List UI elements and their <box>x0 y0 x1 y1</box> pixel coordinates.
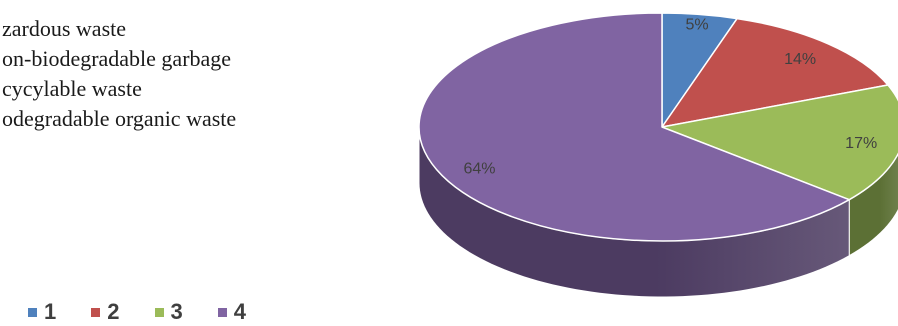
category-description-item: odegradable organic waste <box>0 104 236 134</box>
pie-slice-2 <box>661 17 889 128</box>
legend-swatch <box>91 307 101 317</box>
category-description-text: on-biodegradable garbage <box>2 46 232 71</box>
category-description-item: zardous waste <box>0 14 236 44</box>
legend-label: 3 <box>170 299 183 324</box>
data-label: 14% <box>784 51 816 68</box>
legend-swatch <box>217 307 227 317</box>
category-description-list: zardous waste on-biodegradable garbage c… <box>0 14 236 134</box>
legend-swatch <box>28 307 37 317</box>
category-description-item: on-biodegradable garbage <box>0 44 236 74</box>
legend-item-3: 3 <box>154 299 183 325</box>
legend-label: 2 <box>107 299 120 324</box>
data-label: 17% <box>845 135 877 152</box>
legend-label: 1 <box>44 299 57 324</box>
category-description-text: zardous waste <box>2 16 127 41</box>
pie-slice-3 <box>661 84 898 201</box>
legend-item-4: 4 <box>217 299 246 325</box>
data-label: 5% <box>685 16 708 33</box>
pie-slice-4 <box>418 12 850 242</box>
chart-legend: 1 2 3 4 <box>28 298 281 326</box>
data-label: 64% <box>463 160 495 177</box>
category-description-text: odegradable organic waste <box>2 106 237 131</box>
category-description-text: cycylable waste <box>2 76 142 101</box>
legend-item-1: 1 <box>28 299 56 325</box>
legend-label: 4 <box>233 299 246 324</box>
category-description-item: cycylable waste <box>0 74 236 104</box>
legend-swatch <box>154 307 164 317</box>
legend-item-2: 2 <box>91 299 120 325</box>
